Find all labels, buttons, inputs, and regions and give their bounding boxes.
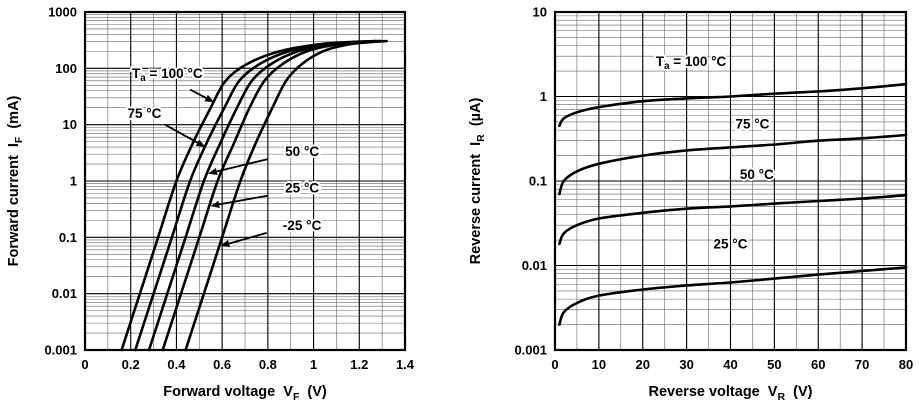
svg-text:0.2: 0.2 [122,357,140,372]
svg-text:0.1: 0.1 [59,230,77,245]
svg-text:Ta = 100 °C: Ta = 100 °C [656,54,727,72]
svg-text:Reverse voltage VR (V): Reverse voltage VR (V) [649,384,813,403]
svg-text:0: 0 [551,357,558,372]
svg-text:20: 20 [636,357,650,372]
forward-characteristics-chart: Ta = 100 °C 75 °C 50 °C 25 °C -25 °C 0 0.2 0.4 0… [6,5,415,404]
svg-text:50 °C: 50 °C [740,167,774,182]
svg-text:0.8: 0.8 [259,357,277,372]
svg-text:0.001: 0.001 [44,343,77,358]
svg-text:Ta = 100 °C: Ta = 100 °C [132,66,203,84]
svg-text:0.1: 0.1 [529,174,547,189]
svg-text:80: 80 [899,357,913,372]
svg-text:0.6: 0.6 [213,357,231,372]
svg-text:75 °C: 75 °C [735,116,769,131]
svg-text:Forward voltage VF (V): Forward voltage VF (V) [163,384,327,403]
svg-text:50: 50 [767,357,781,372]
reverse-characteristics-chart: Ta = 100 °C 75 °C 50 °C 25 °C 0 10 20 30 40 50 60 7… [468,5,913,404]
forward-characteristics-panel: Ta = 100 °C 75 °C 50 °C 25 °C -25 °C 0 0.2 0.4 0… [6,5,415,404]
svg-text:10: 10 [592,357,606,372]
svg-text:1.2: 1.2 [350,357,368,372]
svg-text:10: 10 [63,117,77,132]
svg-text:-25 °C: -25 °C [283,218,322,233]
svg-text:0: 0 [81,357,88,372]
svg-text:1: 1 [310,357,317,372]
svg-text:50 °C: 50 °C [285,144,319,159]
svg-text:Reverse current IR (µA): Reverse current IR (µA) [468,98,487,265]
svg-text:Forward current IF (mA): Forward current IF (mA) [6,95,25,266]
reverse-characteristics-panel: Ta = 100 °C 75 °C 50 °C 25 °C 0 10 20 30 40 50 60 7… [460,0,915,418]
svg-text:0.01: 0.01 [522,258,547,273]
svg-text:0.001: 0.001 [514,343,547,358]
svg-text:75 °C: 75 °C [127,106,161,121]
svg-text:30: 30 [679,357,693,372]
svg-text:0.01: 0.01 [52,286,77,301]
svg-text:25 °C: 25 °C [714,236,748,251]
svg-text:100: 100 [55,61,77,76]
svg-text:10: 10 [533,5,547,20]
svg-text:1.4: 1.4 [396,357,415,372]
svg-text:0.4: 0.4 [167,357,186,372]
svg-text:25 °C: 25 °C [285,181,319,196]
svg-text:60: 60 [811,357,825,372]
svg-text:40: 40 [723,357,737,372]
svg-text:70: 70 [855,357,869,372]
svg-text:1: 1 [70,174,77,189]
svg-text:1: 1 [540,89,547,104]
svg-text:1000: 1000 [48,5,77,20]
